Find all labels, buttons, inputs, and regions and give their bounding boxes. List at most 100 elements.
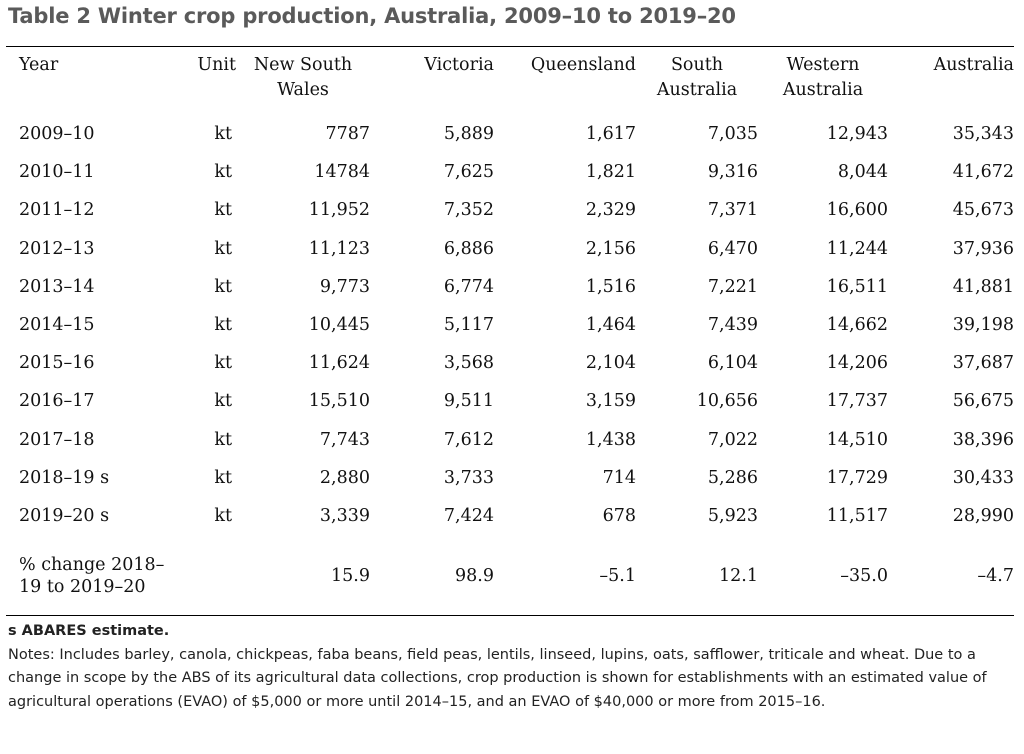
cell-year: 2018–19 s (19, 467, 110, 488)
table-row: 2017–18 kt 7,743 7,612 1,438 7,022 14,510 38,39… (6, 421, 1014, 459)
column-header-wa: Western Australia (758, 47, 888, 115)
cell-wa: 12,943 (826, 124, 888, 145)
table-row: 2014–15 kt 10,445 5,117 1,464 7,439 14,662 39,1… (6, 306, 1014, 344)
cell-vic: 5,117 (443, 315, 494, 336)
change-row-vic: 98.9 (455, 566, 494, 587)
cell-aus: 41,881 (952, 276, 1014, 297)
cell-sa: 5,286 (707, 467, 758, 488)
cell-aus: 37,936 (952, 238, 1014, 259)
cell-wa: 14,206 (826, 353, 888, 374)
cell-qld: 1,617 (585, 124, 636, 145)
cell-sa: 7,221 (707, 276, 758, 297)
cell-sa: 7,022 (707, 429, 758, 450)
cell-qld: 714 (602, 467, 636, 488)
change-row-unit (176, 535, 236, 617)
table-top-rule (6, 46, 1014, 47)
table-row: 2018–19 s kt 2,880 3,733 714 5,286 17,729 30,43… (6, 459, 1014, 497)
cell-qld: 1,464 (585, 315, 636, 336)
change-row-wa: –35.0 (840, 566, 888, 587)
cell-wa: 17,737 (826, 391, 888, 412)
cell-vic: 5,889 (443, 124, 494, 145)
cell-vic: 7,612 (443, 429, 494, 450)
cell-wa: 14,662 (826, 315, 888, 336)
cell-unit: kt (214, 200, 232, 221)
table-row: 2013–14 kt 9,773 6,774 1,516 7,221 16,511 41,88… (6, 268, 1014, 306)
table-row: 2015–16 kt 11,624 3,568 2,104 6,104 14,206 37,6… (6, 344, 1014, 382)
cell-wa: 16,511 (826, 276, 888, 297)
cell-sa: 7,035 (707, 124, 758, 145)
cell-qld: 2,329 (585, 200, 636, 221)
cell-nsw: 11,624 (308, 353, 370, 374)
cell-qld: 1,516 (585, 276, 636, 297)
change-row-sa: 12.1 (719, 566, 758, 587)
cell-nsw: 9,773 (319, 276, 370, 297)
header-row: Year Unit New South Wales Victoria Queen… (6, 47, 1014, 115)
change-row-label: % change 2018–19 to 2019–20 (19, 555, 165, 598)
cell-vic: 7,625 (443, 162, 494, 183)
cell-unit: kt (214, 238, 232, 259)
cell-sa: 6,470 (707, 238, 758, 259)
cell-aus: 28,990 (952, 505, 1014, 526)
cell-aus: 39,198 (952, 315, 1014, 336)
cell-vic: 7,424 (443, 505, 494, 526)
cell-year: 2013–14 (19, 276, 95, 297)
cell-aus: 45,673 (952, 200, 1014, 221)
cell-aus: 37,687 (952, 353, 1014, 374)
table-row: 2011–12 kt 11,952 7,352 2,329 7,371 16,600 45,6… (6, 191, 1014, 229)
cell-year: 2017–18 (19, 429, 95, 450)
cell-wa: 17,729 (826, 467, 888, 488)
table-notes: s ABARES estimate. Notes: Includes barle… (8, 620, 1018, 714)
change-row-aus: –4.7 (977, 566, 1014, 587)
cell-sa: 5,923 (707, 505, 758, 526)
estimate-note: s ABARES estimate. (8, 623, 170, 639)
cell-vic: 3,733 (443, 467, 494, 488)
winter-crop-table: Year Unit New South Wales Victoria Queen… (6, 47, 1014, 617)
column-header-wa-line1: Western (786, 55, 860, 75)
cell-nsw: 7,743 (319, 429, 370, 450)
cell-nsw: 14784 (314, 162, 370, 183)
table-row: 2009–10 kt 7787 5,889 1,617 7,035 12,943 35,343 (6, 115, 1014, 153)
table-title: Table 2 Winter crop production, Australi… (8, 4, 736, 28)
cell-aus: 35,343 (952, 124, 1014, 145)
table-row: 2012–13 kt 11,123 6,886 2,156 6,470 11,244 37,9… (6, 230, 1014, 268)
cell-year: 2014–15 (19, 315, 95, 336)
cell-vic: 9,511 (443, 391, 494, 412)
table-row-percent-change: % change 2018–19 to 2019–20 15.9 98.9 –5… (6, 535, 1014, 617)
cell-qld: 3,159 (585, 391, 636, 412)
column-header-aus: Australia (933, 55, 1014, 75)
cell-unit: kt (214, 276, 232, 297)
cell-nsw: 11,123 (308, 238, 370, 259)
cell-unit: kt (214, 391, 232, 412)
cell-qld: 1,438 (585, 429, 636, 450)
cell-nsw: 3,339 (319, 505, 370, 526)
column-header-vic: Victoria (424, 55, 494, 75)
table-row: 2010–11 kt 14784 7,625 1,821 9,316 8,044 41,672 (6, 153, 1014, 191)
cell-wa: 8,044 (837, 162, 888, 183)
cell-year: 2015–16 (19, 353, 95, 374)
cell-year: 2009–10 (19, 124, 95, 145)
notes-text: Notes: Includes barley, canola, chickpea… (8, 646, 987, 710)
cell-wa: 11,517 (826, 505, 888, 526)
cell-sa: 7,439 (707, 315, 758, 336)
cell-nsw: 2,880 (319, 467, 370, 488)
cell-year: 2011–12 (19, 200, 95, 221)
cell-vic: 7,352 (443, 200, 494, 221)
cell-aus: 41,672 (952, 162, 1014, 183)
cell-sa: 7,371 (707, 200, 758, 221)
cell-aus: 30,433 (952, 467, 1014, 488)
cell-unit: kt (214, 315, 232, 336)
cell-sa: 6,104 (707, 353, 758, 374)
cell-qld: 678 (602, 505, 636, 526)
cell-year: 2016–17 (19, 391, 95, 412)
table-body: 2009–10 kt 7787 5,889 1,617 7,035 12,943 35,343… (6, 115, 1014, 617)
cell-aus: 38,396 (952, 429, 1014, 450)
cell-sa: 10,656 (696, 391, 758, 412)
column-header-unit: Unit (197, 55, 236, 75)
column-header-nsw-line1: New South (253, 55, 353, 75)
table-bottom-rule (6, 615, 1014, 616)
cell-year: 2019–20 s (19, 505, 110, 526)
change-row-qld: –5.1 (599, 566, 636, 587)
column-header-sa-line2: Australia (656, 80, 738, 100)
cell-year: 2012–13 (19, 238, 95, 259)
cell-wa: 16,600 (826, 200, 888, 221)
